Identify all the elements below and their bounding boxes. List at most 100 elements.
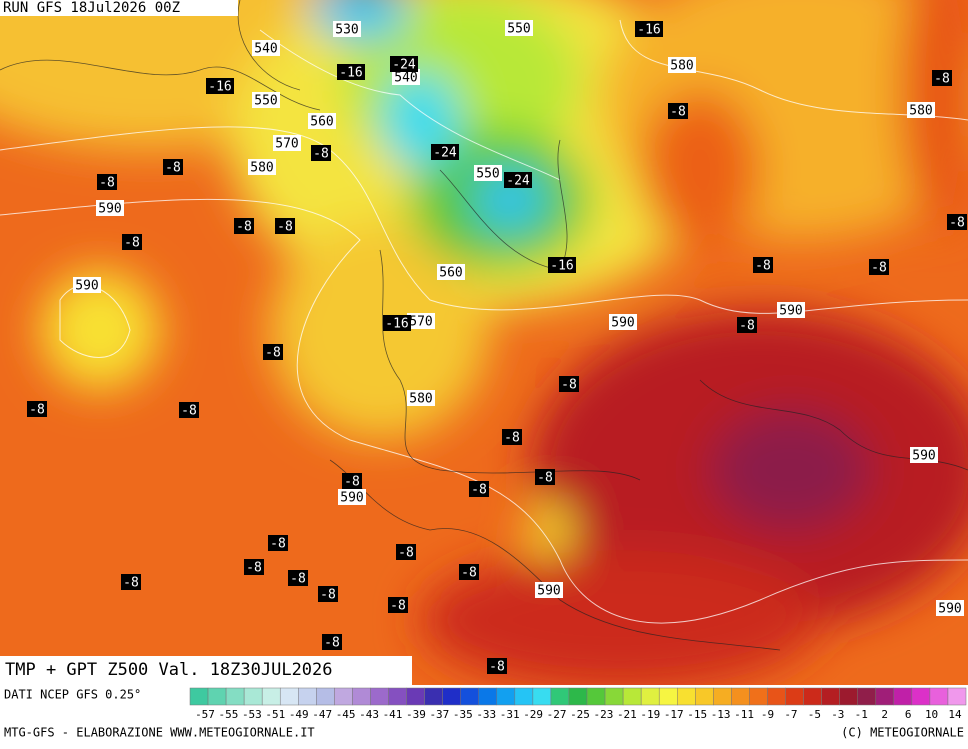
temperature-label-box: [244, 559, 264, 575]
temperature-label: -8: [670, 105, 686, 120]
colorbar-label: -37: [429, 708, 449, 721]
temperature-label: -8: [313, 147, 329, 162]
temperature-label-box: [469, 481, 489, 497]
temperature-label: -8: [755, 259, 771, 274]
colorbar-label: -5: [808, 708, 821, 721]
temperature-label: -16: [385, 317, 408, 332]
temperature-label: -16: [339, 66, 362, 81]
colorbar-swatch: [857, 687, 877, 706]
colorbar-swatch: [550, 687, 570, 706]
colorbar-label: -21: [617, 708, 637, 721]
colorbar-label: 14: [948, 708, 962, 721]
temperature-label: -8: [181, 404, 197, 419]
temperature-label: -8: [246, 561, 262, 576]
colorbar-swatch: [731, 687, 750, 706]
temperature-label: -24: [506, 174, 530, 189]
temperature-label-box: [206, 78, 234, 94]
colorbar-swatch: [406, 687, 425, 706]
geopotential-label: 580: [909, 104, 932, 119]
geopotential-label: 530: [335, 23, 358, 38]
temperature-label: -8: [290, 572, 306, 587]
temperature-label-box: [27, 401, 47, 417]
temperature-label: -16: [637, 23, 660, 38]
colorbar-swatch: [460, 687, 479, 706]
colorbar-label: -55: [219, 708, 239, 721]
geopotential-label-box: [392, 69, 420, 85]
colorbar-label: -41: [383, 708, 403, 721]
temperature-label: -8: [344, 475, 360, 490]
colorbar-label: -31: [500, 708, 520, 721]
temperature-label: -8: [461, 566, 477, 581]
colorbar-label: -43: [359, 708, 379, 721]
colorbar-label: -25: [570, 708, 590, 721]
temperature-label-box: [322, 634, 342, 650]
temperature-label-box: [431, 144, 459, 160]
geopotential-label-box: [668, 57, 696, 73]
colorbar-swatch: [442, 687, 461, 706]
geopotential-label-box: [273, 135, 301, 151]
colorbar-label: -39: [406, 708, 426, 721]
temperature-label-box: [635, 21, 663, 37]
colorbar-label: -29: [523, 708, 543, 721]
geopotential-label: 560: [310, 115, 333, 130]
geopotential-label: 590: [912, 449, 935, 464]
geopotential-label-box: [535, 582, 563, 598]
temperature-label: -8: [537, 471, 553, 486]
geopotential-label-box: [609, 314, 637, 330]
colorbar-label: -33: [476, 708, 496, 721]
temperature-label-box: [869, 259, 889, 275]
geopotential-label: 590: [537, 584, 560, 599]
geopotential-label: 580: [670, 59, 693, 74]
colorbar-label: -19: [640, 708, 660, 721]
temperature-label-box: [487, 658, 507, 674]
geopotential-label: 570: [275, 137, 298, 152]
temperature-label-box: [234, 218, 254, 234]
temperature-label-box: [342, 473, 362, 489]
colorbar-swatch: [695, 687, 714, 706]
map-labels: 530 5505405405505605705805805805905505605…: [27, 20, 967, 675]
colorbar-swatch: [496, 687, 516, 706]
temperature-label-box: [97, 174, 117, 190]
temperature-label: -8: [489, 660, 505, 675]
temperature-label-box: [122, 234, 142, 250]
colorbar-label: -3: [831, 708, 844, 721]
temperature-label-box: [268, 535, 288, 551]
colorbar-label: 2: [881, 708, 888, 721]
colorbar-swatch: [243, 687, 263, 706]
geopotential-label-box: [910, 447, 938, 463]
colorbar-swatch: [298, 687, 317, 706]
colorbar-swatch: [279, 687, 299, 706]
colorbar-label: -51: [265, 708, 285, 721]
temperature-label: -24: [433, 146, 457, 161]
copyright-label: (C) METEOGIORNALE: [841, 726, 964, 740]
colorbar-swatch: [749, 687, 768, 706]
temperature-label: -8: [277, 220, 293, 235]
colorbar-swatch: [785, 687, 804, 706]
temperature-label-box: [390, 56, 418, 72]
colorbar-swatch: [640, 687, 660, 706]
temperature-label: -16: [208, 80, 231, 95]
credit-label: MTG-GFS - ELABORAZIONE WWW.METEOGIORNALE…: [4, 726, 315, 740]
temperature-label: -8: [236, 220, 252, 235]
temperature-label-box: [504, 172, 532, 188]
temperature-label: -8: [165, 161, 181, 176]
temperature-label: -8: [390, 599, 406, 614]
temperature-label: -8: [471, 483, 487, 498]
colorbar-swatch: [189, 687, 209, 706]
colorbar-swatch: [261, 687, 281, 706]
temperature-label: -8: [99, 176, 115, 191]
temperature-label: -8: [265, 346, 281, 361]
geopotential-label: 590: [75, 279, 98, 294]
temperature-label-box: [388, 597, 408, 613]
geopotential-label-box: [333, 21, 361, 37]
colorbar-swatch: [893, 687, 913, 706]
geopotential-label: 590: [611, 316, 634, 331]
geopotential-label: 580: [250, 161, 273, 176]
geopotential-label-box: [907, 102, 935, 118]
geopotential-label-box: [505, 20, 533, 36]
temperature-label-box: [263, 344, 283, 360]
colorbar-swatch: [839, 687, 858, 706]
temperature-label-box: [318, 586, 338, 602]
colorbar-label: -11: [734, 708, 754, 721]
